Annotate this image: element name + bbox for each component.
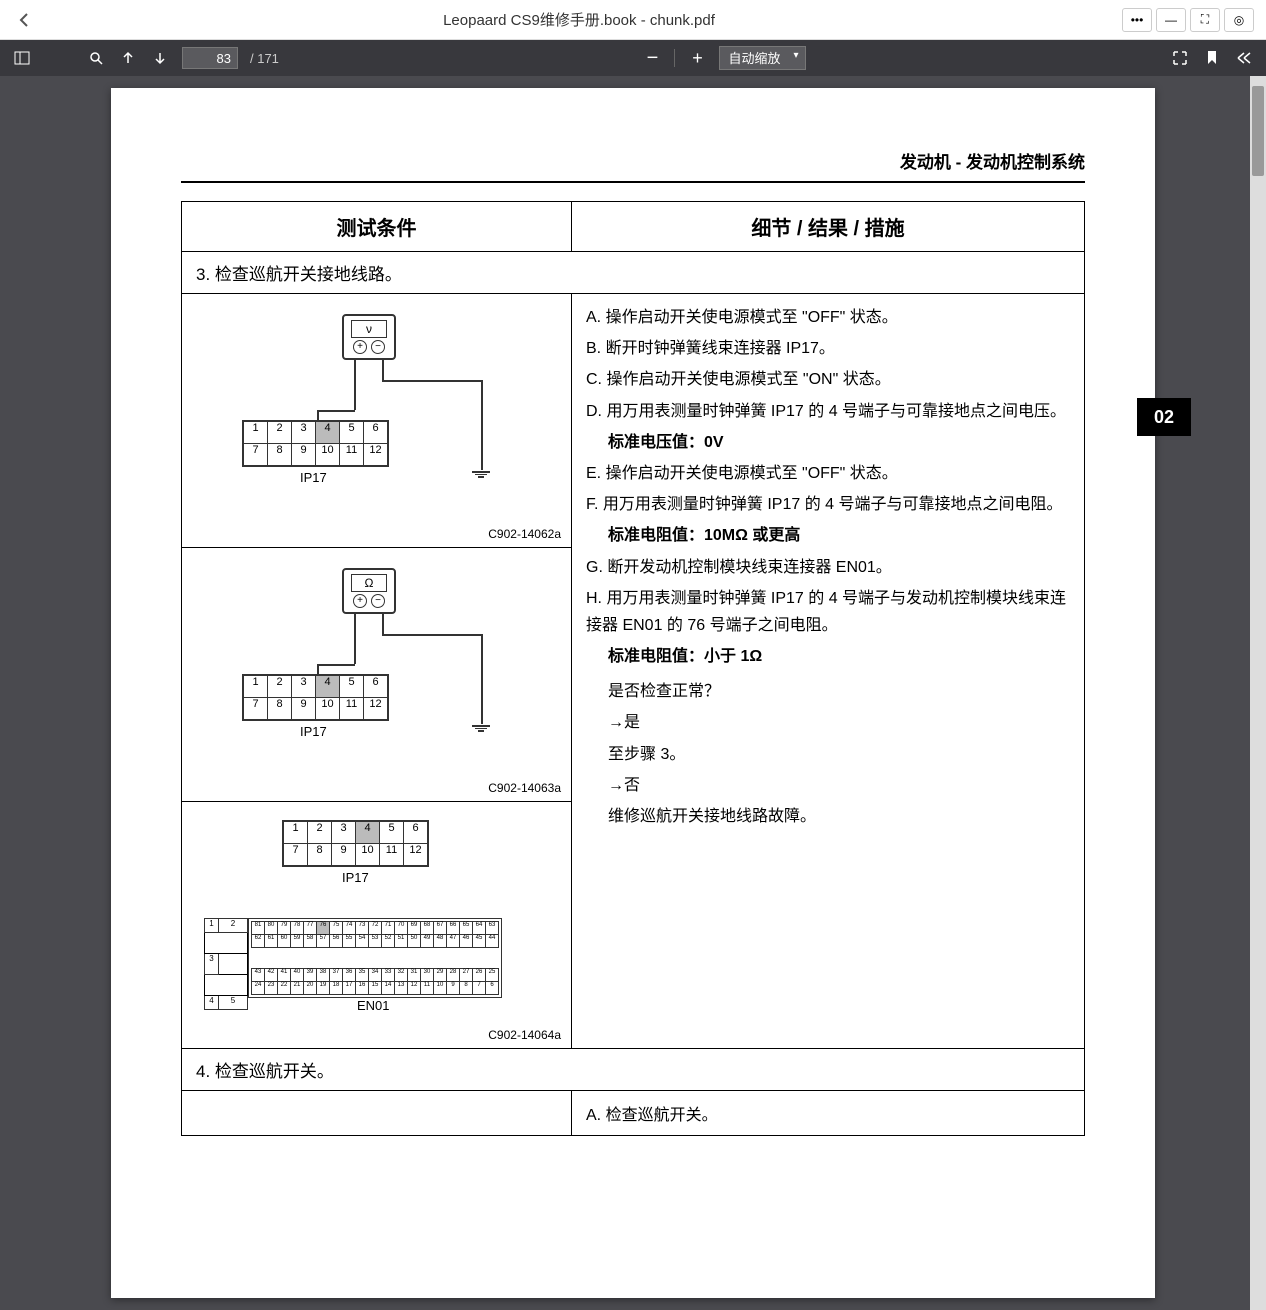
procedure-table: 测试条件 细节 / 结果 / 措施 3. 检查巡航开关接地线路。 ν+−1234… [181, 201, 1085, 1136]
pdf-viewer[interactable]: 发动机 - 发动机控制系统 02 测试条件 细节 / 结果 / 措施 3. 检查… [0, 76, 1266, 1310]
maximize-button[interactable]: ⛶ [1190, 8, 1220, 32]
more-button[interactable]: ••• [1122, 8, 1152, 32]
diagram-3: 123456789101112IP17123458180797877767574… [182, 802, 571, 1048]
detail-a: A. 操作启动开关使电源模式至 "OFF" 状态。 [586, 304, 1070, 331]
detail-e: E. 操作启动开关使电源模式至 "OFF" 状态。 [586, 460, 1070, 487]
step-3-title: 3. 检查巡航开关接地线路。 [182, 252, 1085, 294]
zoom-select-wrap: 自动缩放 [719, 46, 806, 70]
diagrams-cell: ν+−123456789101112IP17C902-14062a Ω+−123… [182, 294, 572, 1049]
details-cell: A. 操作启动开关使电源模式至 "OFF" 状态。 B. 断开时钟弹簧线束连接器… [572, 294, 1085, 1049]
detail-h-std: 标准电阻值：小于 1Ω [586, 643, 1070, 670]
detail-h: H. 用万用表测量时钟弹簧 IP17 的 4 号端子与发动机控制模块线束连接器 … [586, 585, 1070, 639]
zoom-out-button[interactable]: − [642, 48, 662, 68]
detail-no-action: 维修巡航开关接地线路故障。 [586, 803, 1070, 830]
page-number-input[interactable] [182, 47, 238, 69]
step-4-detail-a: A. 检查巡航开关。 [586, 1107, 718, 1124]
page-down-icon[interactable] [150, 48, 170, 68]
detail-yes: →是 [586, 709, 1070, 736]
back-button[interactable] [12, 8, 36, 32]
detail-b: B. 断开时钟弹簧线束连接器 IP17。 [586, 335, 1070, 362]
step-4-diagram-cell [182, 1091, 572, 1136]
document-title: Leopaard CS9维修手册.book - chunk.pdf [36, 9, 1122, 30]
minimize-button[interactable]: — [1156, 8, 1186, 32]
step-4-detail-cell: A. 检查巡航开关。 [572, 1091, 1085, 1136]
step-4-title: 4. 检查巡航开关。 [182, 1049, 1085, 1091]
presentation-icon[interactable] [1170, 48, 1190, 68]
pdf-toolbar: / 171 − + 自动缩放 [0, 40, 1266, 76]
detail-no: →否 [586, 772, 1070, 799]
detail-d-std: 标准电压值：0V [586, 429, 1070, 456]
search-icon[interactable] [86, 48, 106, 68]
target-button[interactable]: ◎ [1224, 8, 1254, 32]
scrollbar-thumb[interactable] [1252, 86, 1264, 176]
zoom-select[interactable]: 自动缩放 [719, 46, 806, 70]
page-section-header: 发动机 - 发动机控制系统 [181, 148, 1085, 181]
col-header-conditions: 测试条件 [182, 202, 572, 252]
detail-g: G. 断开发动机控制模块线束连接器 EN01。 [586, 554, 1070, 581]
page-up-icon[interactable] [118, 48, 138, 68]
tools-icon[interactable] [1234, 48, 1254, 68]
header-rule [181, 181, 1085, 183]
diagram-1: ν+−123456789101112IP17C902-14062a [182, 294, 571, 548]
vertical-scrollbar[interactable] [1250, 76, 1266, 1310]
window-titlebar: Leopaard CS9维修手册.book - chunk.pdf ••• — … [0, 0, 1266, 40]
col-header-details: 细节 / 结果 / 措施 [572, 202, 1085, 252]
pdf-page: 发动机 - 发动机控制系统 02 测试条件 细节 / 结果 / 措施 3. 检查… [111, 88, 1155, 1298]
detail-f: F. 用万用表测量时钟弹簧 IP17 的 4 号端子与可靠接地点之间电阻。 [586, 491, 1070, 518]
detail-c: C. 操作启动开关使电源模式至 "ON" 状态。 [586, 366, 1070, 393]
detail-d: D. 用万用表测量时钟弹簧 IP17 的 4 号端子与可靠接地点之间电压。 [586, 398, 1070, 425]
detail-q: 是否检查正常？ [586, 678, 1070, 705]
bookmark-icon[interactable] [1202, 48, 1222, 68]
detail-f-std: 标准电阻值：10MΩ 或更高 [586, 522, 1070, 549]
chapter-tab: 02 [1137, 398, 1191, 436]
diagram-2: Ω+−123456789101112IP17C902-14063a [182, 548, 571, 802]
window-controls: ••• — ⛶ ◎ [1122, 8, 1254, 32]
zoom-in-button[interactable]: + [687, 48, 707, 68]
detail-yes-action: 至步骤 3。 [586, 741, 1070, 768]
page-total-label: / 171 [250, 51, 279, 66]
sidebar-toggle-icon[interactable] [12, 48, 32, 68]
